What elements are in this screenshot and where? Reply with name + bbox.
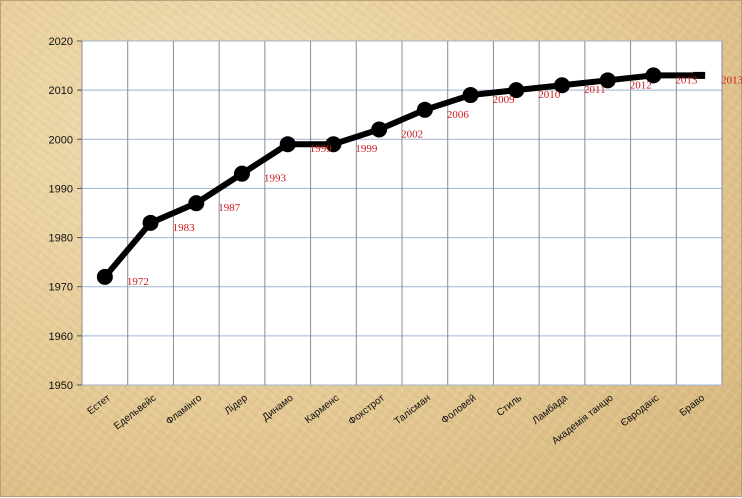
data-label: 1983 (173, 222, 196, 234)
data-point (234, 165, 250, 182)
data-label: 2012 (630, 79, 652, 91)
y-axis-ticks: 1950 1960 1970 1980 1990 2000 2010 2020 (49, 36, 73, 392)
data-label: 2006 (447, 109, 470, 121)
x-tick-label: Браво (678, 392, 708, 418)
x-tick-label: Карменс (303, 393, 341, 426)
data-label: 2013 (721, 74, 742, 86)
data-point (96, 268, 113, 285)
data-label: 1987 (218, 202, 241, 214)
data-point (416, 101, 433, 118)
x-tick-label: Динамо (261, 392, 296, 423)
data-label: 2009 (493, 94, 515, 106)
data-point (142, 214, 159, 231)
x-tick-label: Фокстрот (347, 392, 388, 427)
x-tick-label: Стиль (495, 393, 524, 419)
data-point (508, 82, 525, 99)
data-point (645, 67, 662, 84)
x-tick-label: Талісман (393, 393, 433, 428)
data-label: 1993 (264, 173, 287, 185)
data-point (554, 77, 570, 94)
data-point (599, 72, 616, 89)
x-tick-label: Фламінго (164, 392, 204, 427)
x-tick-label: Ламбада (530, 392, 570, 427)
data-point (693, 71, 706, 79)
data-label: 2011 (584, 84, 606, 96)
data-label: 2002 (401, 128, 423, 140)
data-label: 1972 (127, 276, 149, 288)
y-tick-label: 1990 (49, 183, 73, 195)
x-tick-label: Фоловей (439, 393, 478, 427)
x-tick-label: Лідер (223, 392, 250, 417)
data-point (371, 121, 388, 138)
data-labels: 1972 1983 1987 1993 1999 1999 2002 2006 2009 2010… (127, 74, 742, 287)
y-tick-label: 2000 (49, 134, 73, 146)
y-tick-label: 1950 (49, 380, 73, 392)
y-tick-label: 1980 (49, 233, 73, 245)
x-tick-label: Едельвейс (112, 393, 158, 433)
data-label: 2010 (538, 89, 561, 101)
data-label: 1999 (355, 143, 378, 155)
x-tick-label: Євроданс (619, 393, 661, 430)
y-tick-label: 2010 (49, 85, 73, 97)
y-tick-label: 2020 (49, 36, 73, 48)
y-tick-label: 1960 (49, 331, 73, 343)
data-label: 1999 (310, 143, 333, 155)
data-point (188, 195, 205, 212)
data-label: 2013 (675, 74, 698, 86)
x-axis-ticks: Естет Едельвейс Фламінго Лідер Динамо Карменс… (86, 392, 708, 447)
y-tick-label: 1970 (49, 282, 73, 294)
data-point (279, 136, 296, 153)
data-point (325, 136, 342, 153)
data-point (462, 87, 479, 104)
series (96, 67, 706, 285)
x-tick-label: Естет (86, 392, 113, 417)
